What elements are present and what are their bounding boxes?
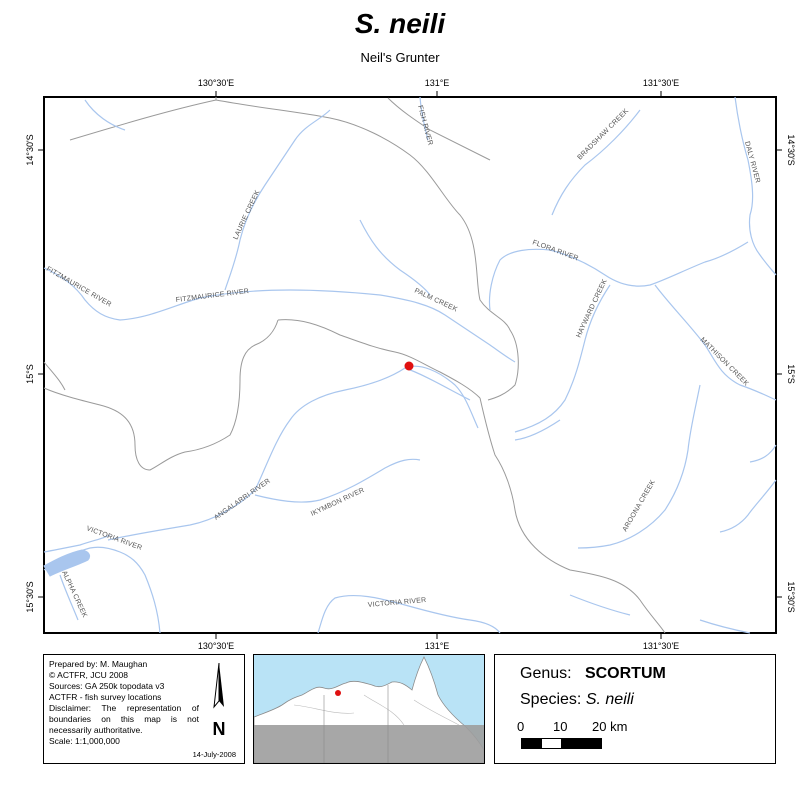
coord-bottom-2: 131°E — [425, 641, 450, 651]
inset-map-box — [253, 654, 485, 764]
scale-bar — [521, 738, 602, 749]
info-sources: Sources: GA 250k topodata v3 — [49, 681, 165, 691]
genus-value: SCORTUM — [584, 665, 666, 682]
coord-left-2: 15°S — [25, 364, 35, 384]
legend-box: Genus: SCORTUM Species: S. neili 0 10 20… — [494, 654, 776, 764]
info-prepared-by: Prepared by: M. Maughan — [49, 659, 148, 669]
coord-left-1: 14°30'S — [25, 134, 35, 165]
scale-bar-labels: 0 10 20 km — [517, 719, 637, 734]
coord-right-3: 15°30'S — [786, 581, 796, 612]
legend-genus: Genus: SCORTUM — [520, 665, 666, 683]
north-letter: N — [213, 719, 226, 739]
coord-right-1: 14°30'S — [786, 134, 796, 165]
scale-tick-10: 10 — [553, 719, 568, 734]
genus-label: Genus: — [520, 665, 572, 682]
coord-top-1: 130°30'E — [198, 78, 234, 88]
info-box: Prepared by: M. Maughan © ACTFR, JCU 200… — [43, 654, 245, 764]
rivers — [43, 96, 777, 634]
coord-right-2: 15°S — [786, 364, 796, 384]
coord-bottom-3: 131°30'E — [643, 641, 679, 651]
graticule-ticks — [38, 91, 782, 639]
species-value: S. neili — [585, 691, 634, 708]
info-date: 14-July-2008 — [192, 750, 236, 759]
scale-tick-0: 0 — [517, 719, 525, 734]
coord-top-3: 131°30'E — [643, 78, 679, 88]
coord-top-2: 131°E — [425, 78, 450, 88]
victoria-estuary — [43, 549, 91, 577]
species-label: Species: — [520, 691, 582, 708]
info-copyright: © ACTFR, JCU 2008 — [49, 670, 129, 680]
catchment-boundaries — [43, 97, 666, 634]
inset-record-point — [335, 690, 341, 696]
scale-tick-20: 20 km — [592, 719, 628, 734]
north-arrow-icon: N — [213, 662, 226, 739]
species-record-point — [404, 361, 414, 371]
legend-species: Species: S. neili — [520, 691, 634, 709]
info-survey: ACTFR - fish survey locations — [49, 692, 162, 702]
info-disclaimer: Disclaimer: The representation of bounda… — [49, 703, 199, 735]
info-text: Prepared by: M. Maughan © ACTFR, JCU 200… — [49, 659, 199, 747]
map-subtitle: Neil's Grunter — [360, 50, 440, 65]
coord-bottom-1: 130°30'E — [198, 641, 234, 651]
map-title: S. neili — [354, 8, 446, 39]
info-scale: Scale: 1:1,000,000 — [49, 736, 120, 746]
coord-left-3: 15°30'S — [25, 581, 35, 612]
inset-map — [254, 655, 484, 763]
